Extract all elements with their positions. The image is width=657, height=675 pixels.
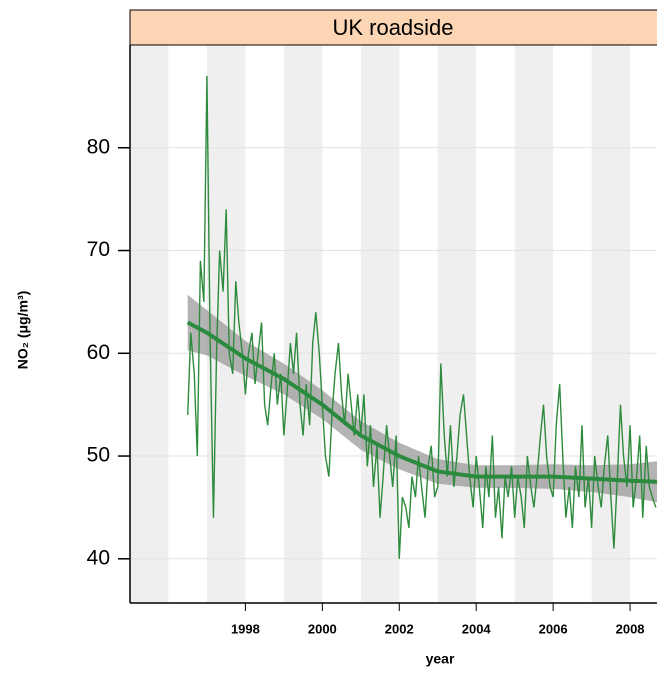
chart-title: UK roadside: [332, 15, 453, 40]
x-tick-label: 2008: [616, 621, 645, 636]
year-stripe: [591, 45, 631, 603]
trend-line: [186, 320, 657, 484]
y-tick-label: 70: [87, 238, 110, 261]
x-tick-label: 1998: [231, 621, 260, 636]
y-tick-label: 80: [87, 135, 110, 158]
x-tick-label: 2000: [308, 621, 337, 636]
year-stripe: [514, 45, 554, 603]
year-stripe: [360, 45, 400, 603]
y-axis-label: NO₂ (μg/m³): [15, 291, 31, 370]
y-tick-label: 50: [87, 444, 110, 467]
y-tick-label: 60: [87, 341, 110, 364]
y-tick-label: 40: [87, 546, 110, 569]
confidence-band: [187, 294, 657, 503]
year-stripe: [437, 45, 477, 603]
year-stripe: [283, 45, 323, 603]
year-stripe: [130, 45, 169, 603]
x-tick-label: 2006: [539, 621, 568, 636]
strip: [129, 9, 657, 46]
x-tick-label: 2002: [385, 621, 414, 636]
x-tick-label: 2004: [462, 621, 492, 636]
x-axis-label: year: [426, 651, 455, 667]
data-line: [187, 75, 657, 559]
